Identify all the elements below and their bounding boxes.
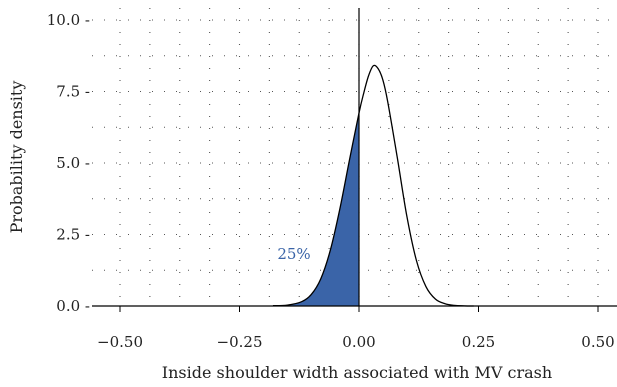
y-tick-label: 7.5 - [56, 83, 90, 101]
x-axis-label: Inside shoulder width associated with MV… [162, 363, 552, 382]
y-axis-label: Probability density [7, 81, 26, 234]
x-tick-label: −0.50 [97, 333, 143, 351]
y-tick-label: 0.0 - [56, 297, 90, 315]
density-curve [272, 64, 474, 307]
y-ticks: 0.0 - 2.5 - 5.0 - 7.5 - 10.0 - [47, 11, 90, 315]
shaded-area-annotation: 25% [277, 245, 310, 263]
x-ticks: −0.50 −0.25 0.00 0.25 0.50 [97, 306, 615, 351]
x-tick-label: 0.00 [342, 333, 375, 351]
x-tick-label: −0.25 [217, 333, 263, 351]
y-tick-label: 5.0 - [56, 154, 90, 172]
shaded-area-25pct [272, 112, 359, 306]
x-tick-label: 0.50 [581, 333, 614, 351]
x-tick-label: 0.25 [462, 333, 495, 351]
y-tick-label: 10.0 - [47, 11, 90, 29]
y-tick-label: 2.5 - [56, 226, 90, 244]
